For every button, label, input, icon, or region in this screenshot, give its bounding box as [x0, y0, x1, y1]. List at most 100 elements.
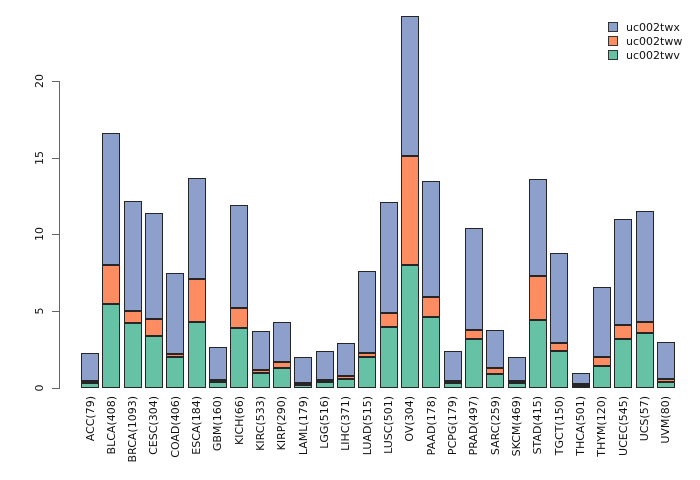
x-category-label: COAD(406) — [168, 396, 182, 458]
bar-BRCA(1093) — [123, 200, 142, 388]
bar-PRAD(497) — [464, 228, 483, 388]
bar-segment-uc002twv — [187, 321, 206, 388]
bar-segment-uc002twx — [166, 272, 185, 355]
x-category-label: ESCA(184) — [190, 396, 204, 455]
bar-segment-uc002tww — [635, 321, 654, 333]
bar-segment-uc002twx — [422, 180, 441, 298]
bar-segment-uc002twx — [464, 228, 483, 330]
bar-KIRP(290) — [272, 321, 291, 388]
x-category-label: KICH(66) — [232, 396, 246, 445]
bar-segment-uc002twx — [81, 352, 99, 382]
bar-segment-uc002twv — [102, 303, 121, 388]
x-category-label: UVM(80) — [659, 396, 673, 444]
y-tick-mark — [52, 157, 59, 159]
x-category-label: STAD(415) — [531, 396, 545, 455]
bar-segment-uc002tww — [592, 357, 611, 367]
bar-UCS(57) — [635, 211, 654, 388]
bar-segment-uc002tww — [144, 318, 163, 336]
bar-segment-uc002tww — [208, 379, 227, 382]
bar-LAML(179) — [294, 357, 313, 388]
x-category-label: LIHC(371) — [339, 396, 353, 451]
bar-UCEC(545) — [614, 219, 633, 388]
bar-COAD(406) — [166, 272, 185, 388]
bar-segment-uc002twx — [187, 177, 206, 279]
bar-LUSC(501) — [379, 202, 398, 388]
bar-segment-uc002twx — [358, 271, 377, 353]
bar-ESCA(184) — [187, 177, 206, 388]
bar-segment-uc002twx — [507, 357, 526, 382]
bar-segment-uc002tww — [464, 329, 483, 339]
bar-segment-uc002twx — [144, 212, 163, 319]
bar-CESC(304) — [144, 212, 163, 388]
bar-segment-uc002tww — [571, 383, 590, 386]
bar-segment-uc002twv — [336, 378, 355, 388]
x-category-label: PCPG(179) — [446, 396, 460, 456]
x-category-label: BLCA(408) — [104, 396, 118, 455]
bar-segment-uc002tww — [81, 381, 99, 384]
bar-segment-uc002twv — [315, 381, 334, 388]
bar-PCPG(179) — [443, 351, 462, 388]
bar-GBM(160) — [208, 346, 227, 388]
bar-segment-uc002twx — [443, 351, 462, 382]
bar-segment-uc002tww — [358, 352, 377, 358]
bar-SKCM(469) — [507, 357, 526, 388]
y-tick-mark — [52, 311, 59, 313]
x-category-label: PAAD(178) — [424, 396, 438, 456]
x-category-label: BRCA(1093) — [126, 396, 140, 463]
legend-item-label: uc002tww — [626, 34, 683, 48]
y-tick-label: 20 — [33, 73, 46, 88]
bar-segment-uc002twv — [443, 383, 462, 388]
bar-segment-uc002tww — [379, 312, 398, 327]
bar-STAD(415) — [528, 179, 547, 388]
x-category-label: OV(304) — [403, 396, 417, 442]
bar-segment-uc002twv — [571, 385, 590, 388]
legend-item-label: uc002twv — [626, 48, 680, 62]
bar-segment-uc002twv — [144, 335, 163, 388]
bar-segment-uc002tww — [102, 265, 121, 304]
x-category-label: LGG(516) — [318, 396, 332, 449]
bar-segment-uc002tww — [528, 275, 547, 321]
x-category-label: GBM(160) — [211, 396, 225, 452]
bar-segment-uc002twv — [528, 320, 547, 388]
x-category-label: LAML(179) — [296, 396, 310, 456]
bar-segment-uc002tww — [443, 381, 462, 384]
bar-segment-uc002twx — [315, 351, 334, 380]
bar-THCA(501) — [571, 372, 590, 388]
bar-segment-uc002twx — [592, 286, 611, 358]
bar-segment-uc002twv — [592, 366, 611, 388]
bar-segment-uc002tww — [614, 325, 633, 339]
bar-segment-uc002twv — [656, 381, 675, 388]
legend-swatch-icon — [608, 22, 618, 32]
x-category-label: CESC(304) — [147, 396, 161, 455]
bar-segment-uc002tww — [507, 381, 526, 384]
x-category-label: KIRC(533) — [254, 396, 268, 451]
bar-segment-uc002twx — [102, 133, 121, 266]
bar-segment-uc002twv — [358, 357, 377, 388]
legend-swatch-icon — [608, 50, 618, 60]
bar-segment-uc002twv — [486, 374, 505, 388]
bar-segment-uc002twv — [379, 326, 398, 388]
bar-segment-uc002twv — [166, 357, 185, 388]
bar-segment-uc002tww — [294, 382, 313, 385]
bar-segment-uc002twv — [464, 338, 483, 388]
bar-segment-uc002twx — [294, 357, 313, 383]
bar-segment-uc002twx — [251, 331, 270, 370]
bar-KICH(66) — [230, 205, 249, 388]
bar-segment-uc002twx — [528, 179, 547, 276]
x-category-label: LUSC(501) — [382, 396, 396, 454]
bar-segment-uc002tww — [486, 368, 505, 375]
bar-BLCA(408) — [102, 133, 121, 388]
x-category-label: PRAD(497) — [467, 396, 481, 456]
y-tick-label: 0 — [33, 384, 46, 392]
y-tick-mark — [52, 80, 59, 82]
bar-SARC(259) — [486, 329, 505, 388]
bar-segment-uc002twx — [400, 16, 419, 157]
bar-LIHC(371) — [336, 343, 355, 388]
bar-segment-uc002twx — [550, 252, 569, 344]
bar-segment-uc002twx — [379, 202, 398, 313]
bar-segment-uc002twx — [571, 372, 590, 384]
x-category-label: THCA(501) — [574, 396, 588, 456]
x-category-label: KIRP(290) — [275, 396, 289, 451]
x-category-label: THYM(120) — [595, 396, 609, 457]
y-tick-label: 15 — [33, 150, 46, 165]
